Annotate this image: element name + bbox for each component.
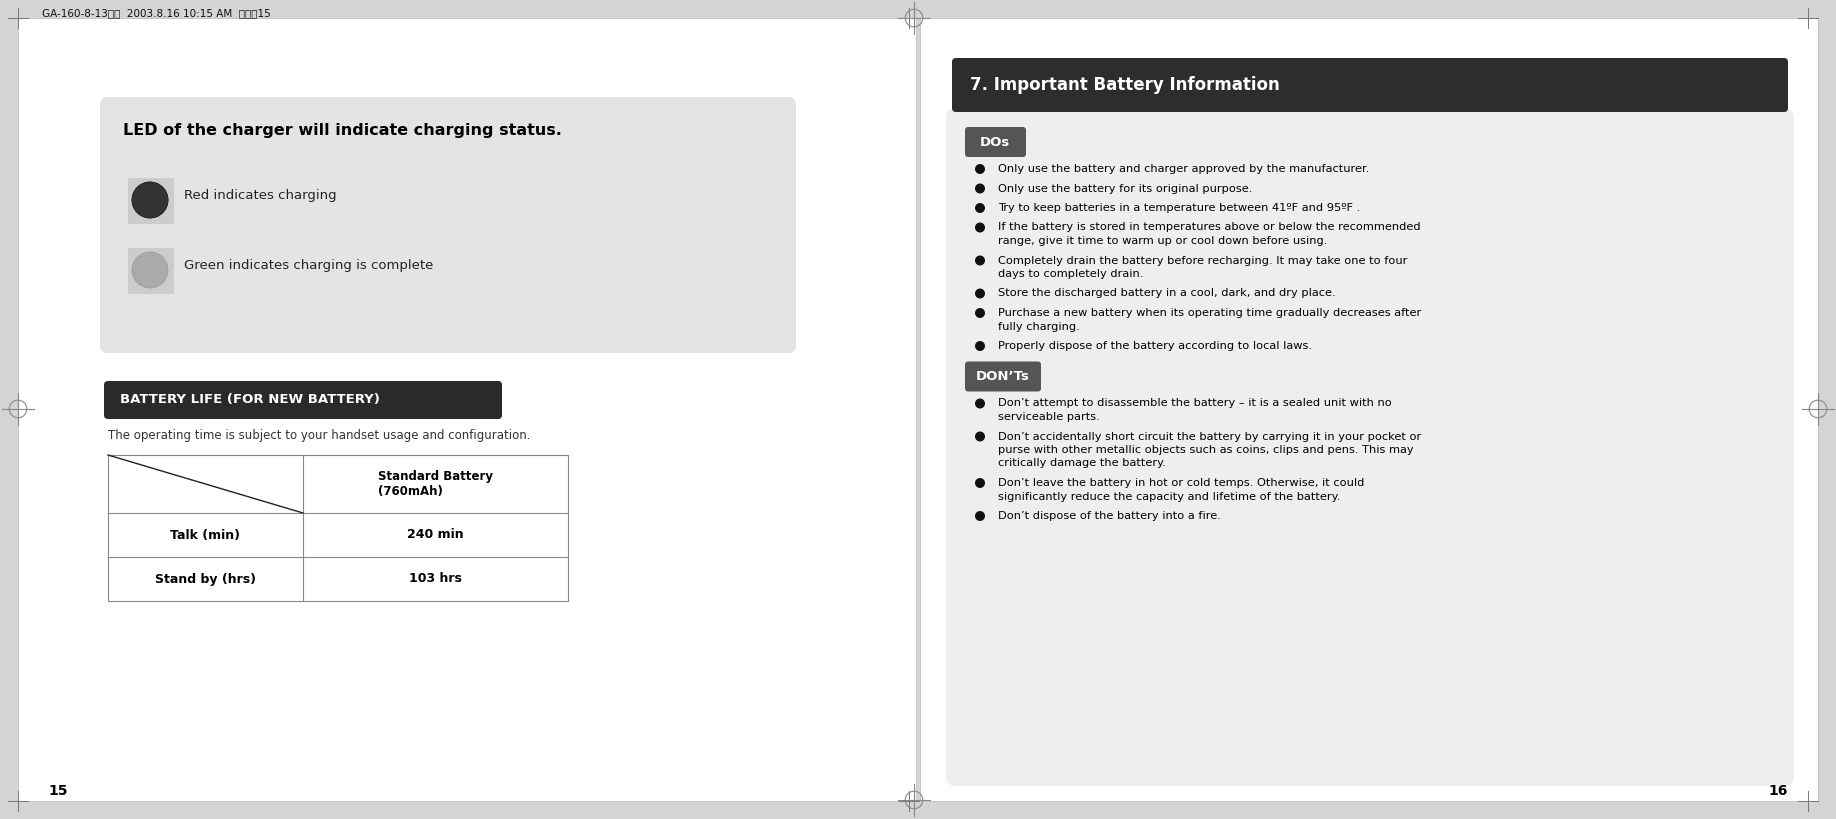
Text: Don’t leave the battery in hot or cold temps. Otherwise, it could: Don’t leave the battery in hot or cold t… bbox=[999, 478, 1364, 488]
Text: Try to keep batteries in a temperature between 41ºF and 95ºF .: Try to keep batteries in a temperature b… bbox=[999, 203, 1360, 213]
Text: DON’Ts: DON’Ts bbox=[977, 370, 1030, 383]
Circle shape bbox=[975, 308, 984, 318]
Text: If the battery is stored in temperatures above or below the recommended: If the battery is stored in temperatures… bbox=[999, 223, 1421, 233]
Circle shape bbox=[975, 432, 984, 441]
Circle shape bbox=[975, 164, 984, 174]
FancyBboxPatch shape bbox=[946, 108, 1794, 786]
Text: 16: 16 bbox=[1768, 784, 1788, 798]
Text: Talk (min): Talk (min) bbox=[171, 528, 241, 541]
Text: Standard Battery
(760mAh): Standard Battery (760mAh) bbox=[378, 470, 494, 498]
Circle shape bbox=[975, 203, 984, 213]
Text: DOs: DOs bbox=[980, 135, 1010, 148]
Bar bbox=[129, 248, 174, 294]
FancyBboxPatch shape bbox=[966, 127, 1026, 157]
Text: Store the discharged battery in a cool, dark, and dry place.: Store the discharged battery in a cool, … bbox=[999, 288, 1335, 298]
FancyBboxPatch shape bbox=[953, 58, 1788, 112]
Circle shape bbox=[975, 223, 984, 233]
Text: Green indicates charging is complete: Green indicates charging is complete bbox=[184, 259, 433, 272]
Text: Purchase a new battery when its operating time gradually decreases after: Purchase a new battery when its operatin… bbox=[999, 308, 1421, 318]
Bar bbox=[18, 18, 916, 801]
Text: 103 hrs: 103 hrs bbox=[409, 572, 463, 586]
Text: Only use the battery for its original purpose.: Only use the battery for its original pu… bbox=[999, 183, 1252, 193]
Bar bbox=[129, 178, 174, 224]
FancyBboxPatch shape bbox=[105, 381, 501, 419]
FancyBboxPatch shape bbox=[966, 361, 1041, 391]
Text: range, give it time to warm up or cool down before using.: range, give it time to warm up or cool d… bbox=[999, 236, 1327, 246]
Circle shape bbox=[975, 478, 984, 488]
Text: purse with other metallic objects such as coins, clips and pens. This may: purse with other metallic objects such a… bbox=[999, 445, 1414, 455]
Text: 15: 15 bbox=[48, 784, 68, 798]
Circle shape bbox=[975, 288, 984, 298]
Circle shape bbox=[132, 182, 169, 218]
Text: Red indicates charging: Red indicates charging bbox=[184, 188, 336, 201]
Text: LED of the charger will indicate charging status.: LED of the charger will indicate chargin… bbox=[123, 123, 562, 138]
Text: Don’t accidentally short circuit the battery by carrying it in your pocket or: Don’t accidentally short circuit the bat… bbox=[999, 432, 1421, 441]
Bar bbox=[108, 455, 567, 601]
Circle shape bbox=[975, 511, 984, 521]
Circle shape bbox=[975, 341, 984, 351]
Circle shape bbox=[132, 182, 169, 218]
Circle shape bbox=[975, 256, 984, 265]
Text: critically damage the battery.: critically damage the battery. bbox=[999, 459, 1166, 468]
Text: significantly reduce the capacity and lifetime of the battery.: significantly reduce the capacity and li… bbox=[999, 491, 1340, 501]
Text: fully charging.: fully charging. bbox=[999, 322, 1080, 332]
Text: serviceable parts.: serviceable parts. bbox=[999, 412, 1100, 422]
Bar bbox=[920, 18, 1818, 801]
Text: days to completely drain.: days to completely drain. bbox=[999, 269, 1144, 279]
Text: Stand by (hrs): Stand by (hrs) bbox=[154, 572, 255, 586]
Text: Don’t attempt to disassemble the battery – it is a sealed unit with no: Don’t attempt to disassemble the battery… bbox=[999, 399, 1392, 409]
Text: The operating time is subject to your handset usage and configuration.: The operating time is subject to your ha… bbox=[108, 429, 531, 442]
Circle shape bbox=[975, 399, 984, 409]
FancyBboxPatch shape bbox=[99, 97, 797, 353]
Text: 7. Important Battery Information: 7. Important Battery Information bbox=[969, 76, 1280, 94]
Text: GA-160-8-13영문  2003.8.16 10:15 AM  페이직15: GA-160-8-13영문 2003.8.16 10:15 AM 페이직15 bbox=[42, 8, 270, 18]
Text: 240 min: 240 min bbox=[408, 528, 465, 541]
Text: Completely drain the battery before recharging. It may take one to four: Completely drain the battery before rech… bbox=[999, 256, 1408, 265]
Circle shape bbox=[132, 252, 169, 288]
Text: Properly dispose of the battery according to local laws.: Properly dispose of the battery accordin… bbox=[999, 341, 1313, 351]
Circle shape bbox=[975, 183, 984, 193]
Text: Only use the battery and charger approved by the manufacturer.: Only use the battery and charger approve… bbox=[999, 164, 1370, 174]
Text: BATTERY LIFE (FOR NEW BATTERY): BATTERY LIFE (FOR NEW BATTERY) bbox=[119, 393, 380, 406]
Text: Don’t dispose of the battery into a fire.: Don’t dispose of the battery into a fire… bbox=[999, 511, 1221, 521]
